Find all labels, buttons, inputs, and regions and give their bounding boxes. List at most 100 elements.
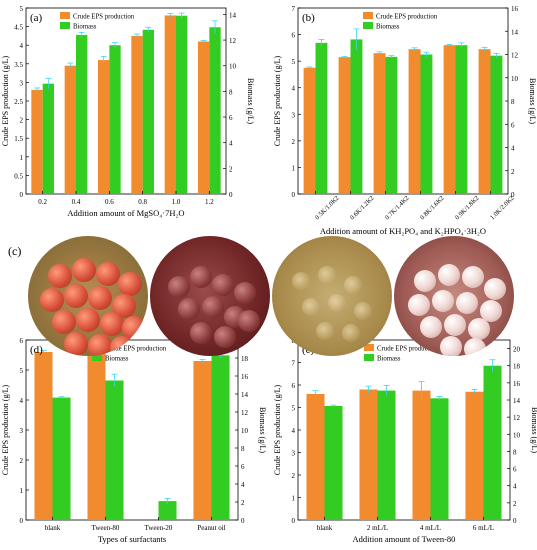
legend-swatch-eps	[364, 344, 374, 351]
x-axis-label: Types of surfactants	[98, 534, 166, 544]
bar-biomass	[52, 397, 71, 520]
bead-particle	[328, 294, 346, 312]
x-tick-label: 0.4	[72, 198, 81, 206]
bar-biomass	[350, 39, 363, 195]
x-tick-label: 0.2	[38, 198, 47, 206]
bead-particle	[168, 276, 190, 298]
y-right-tick-label: 10	[229, 63, 237, 71]
y-left-tick-label: 2	[292, 472, 296, 480]
bar-biomass	[158, 501, 177, 520]
x-tick-label: 0.8	[138, 198, 147, 206]
bar-eps	[443, 45, 456, 195]
bar-biomass	[105, 380, 124, 520]
bead-particle	[88, 334, 112, 356]
bar-eps	[303, 67, 316, 194]
y-left-tick-label: 2	[292, 138, 296, 146]
bead-particle	[316, 322, 334, 340]
bar-eps	[64, 65, 76, 194]
legend-swatch-biomass	[60, 22, 70, 29]
y-right-tick-label: 14	[241, 391, 249, 399]
y-right-tick-label: 12	[513, 414, 521, 422]
x-tick-label: 1.0K/2.0K2	[489, 195, 516, 222]
bead-particle	[76, 308, 100, 332]
bead-particle	[178, 298, 200, 320]
y-left-tick-label: 5	[292, 58, 296, 66]
bar-eps	[338, 57, 351, 195]
y-right-tick-label: 6	[513, 466, 517, 474]
bar-biomass	[109, 45, 121, 195]
bar-eps	[34, 352, 53, 520]
x-tick-label: 2 mL/L	[367, 524, 388, 532]
bar-eps	[98, 60, 110, 194]
y-left-tick-label: 4	[292, 85, 296, 93]
y-left-axis-label: Crude EPS production (g/L)	[1, 55, 10, 146]
chart-e: 01234567802468101214161820blank2 mL/L4 m…	[273, 337, 537, 544]
bead-particle	[202, 296, 224, 318]
y-left-tick-label: 5	[20, 367, 24, 375]
bead-particle	[484, 278, 506, 300]
bead-particle	[96, 262, 120, 286]
y-right-tick-label: 0	[229, 191, 233, 199]
bar-biomass	[490, 55, 503, 194]
x-tick-label: 4 mL/L	[420, 524, 441, 532]
y-left-tick-label: 0	[292, 191, 296, 199]
y-left-tick-label: 2	[20, 457, 24, 465]
y-right-tick-label: 4	[229, 140, 233, 148]
y-left-tick-label: 1	[20, 154, 24, 162]
bar-biomass	[430, 398, 449, 520]
x-tick-label: 0.8K/1.6K2	[419, 195, 446, 222]
legend-swatch-biomass	[363, 22, 373, 29]
legend-label-eps: Crude EPS production	[377, 346, 439, 353]
y-left-tick-label: 1	[292, 164, 296, 172]
x-axis-label: Addition amount of Tween-80	[353, 534, 456, 544]
y-right-tick-label: 18	[241, 355, 249, 363]
plot-frame	[297, 7, 509, 195]
bead-particle	[432, 290, 454, 312]
bar-biomass	[211, 355, 230, 520]
chart-d: 012345602468101214161820blankTween-80Twe…	[1, 337, 267, 544]
bead-particle	[52, 310, 76, 334]
y-right-tick-label: 10	[513, 431, 521, 439]
bead-particle	[292, 272, 310, 290]
legend-label-biomass: Biomass	[105, 356, 129, 363]
y-left-tick-label: 5	[292, 405, 296, 413]
y-right-tick-label: 2	[229, 165, 233, 173]
bar-biomass	[455, 45, 468, 195]
y-right-tick-label: 10	[511, 75, 519, 83]
y-right-tick-label: 4	[513, 483, 517, 491]
x-tick-label: 0.5K/1.0K2	[314, 195, 341, 222]
bead-particle	[238, 310, 260, 332]
y-right-tick-label: 6	[229, 114, 233, 122]
plot-frame	[25, 7, 227, 195]
panel-label: (b)	[302, 12, 315, 24]
bead-particle	[480, 300, 502, 322]
x-tick-label: blank	[317, 524, 333, 532]
y-right-tick-label: 0	[513, 517, 517, 525]
y-left-tick-label: 3	[20, 79, 24, 87]
bead-particle	[100, 312, 124, 336]
y-left-axis-label: Crude EPS production (g/L)	[1, 384, 10, 475]
y-right-tick-label: 18	[513, 363, 521, 371]
bead-particle	[40, 288, 64, 312]
bead-particle	[438, 264, 460, 286]
y-left-tick-label: 2.5	[14, 98, 23, 106]
y-left-tick-label: 4.5	[14, 24, 23, 32]
y-right-tick-label: 12	[241, 409, 249, 417]
bead-particle	[72, 258, 96, 282]
y-left-tick-label: 1	[292, 495, 296, 503]
bead-particle	[48, 264, 72, 288]
x-tick-label: 6 mL/L	[473, 524, 494, 532]
legend-label-biomass: Biomass	[377, 356, 401, 363]
x-tick-label: 1.2	[205, 198, 214, 206]
y-left-tick-label: 1	[20, 487, 24, 495]
x-tick-label: 1.0	[172, 198, 181, 206]
legend-swatch-biomass	[92, 354, 102, 361]
bar-eps	[164, 15, 176, 194]
y-right-axis-label: Biomass (g/L)	[530, 407, 537, 453]
bead-particle	[408, 294, 430, 316]
y-left-tick-label: 0	[20, 517, 24, 525]
bead-particle	[110, 336, 134, 356]
legend-label-biomass: Biomass	[73, 24, 97, 31]
bead-particle	[234, 282, 256, 304]
